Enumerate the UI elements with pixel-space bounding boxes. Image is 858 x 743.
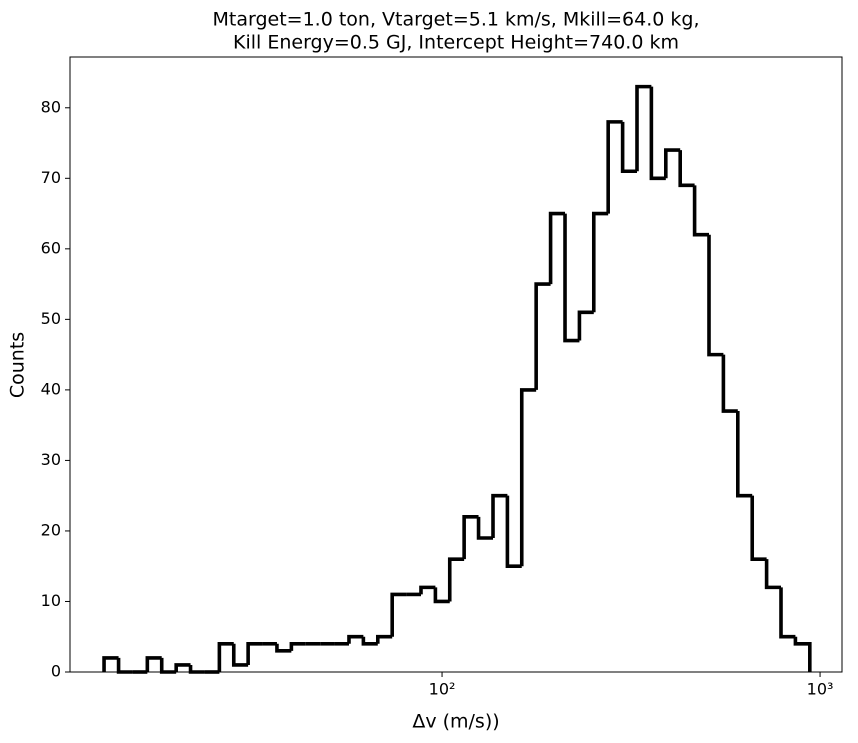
- y-tick-label: 80: [41, 97, 61, 116]
- histogram-step: [534, 282, 551, 390]
- histogram-step: [102, 656, 119, 672]
- histogram-step: [692, 185, 709, 237]
- chart-title: Mtarget=1.0 ton, Vtarget=5.1 km/s, Mkill…: [213, 9, 700, 31]
- histogram-step: [577, 310, 594, 341]
- x-tick-label: 10³: [807, 680, 834, 699]
- histogram-step: [491, 493, 508, 538]
- chart-title: Kill Energy=0.5 GJ, Intercept Height=740…: [233, 32, 679, 54]
- histogram-step: [159, 657, 177, 674]
- y-tick-label: 10: [41, 591, 61, 610]
- histogram-step: [664, 148, 681, 179]
- y-tick-label: 0: [51, 662, 61, 681]
- histogram-step: [476, 516, 494, 540]
- y-tick-label: 60: [41, 238, 61, 257]
- histogram-step: [116, 657, 133, 674]
- histogram-step: [678, 150, 695, 188]
- histogram-step: [174, 663, 191, 672]
- histogram-step: [591, 211, 609, 313]
- histogram-step: [764, 559, 782, 590]
- y-tick-label: 30: [41, 450, 61, 469]
- histogram-step: [721, 354, 738, 413]
- histogram-step: [620, 121, 638, 174]
- histogram-step: [289, 641, 306, 651]
- y-tick-label: 50: [41, 309, 61, 328]
- y-axis-label: Counts: [7, 332, 29, 398]
- histogram-step: [505, 495, 522, 569]
- histogram-step: [606, 120, 623, 214]
- histogram-step: [707, 234, 724, 357]
- x-tick-label: 10²: [429, 680, 456, 699]
- y-tick-label: 20: [41, 520, 61, 539]
- histogram-step: [145, 656, 162, 672]
- histogram-step: [375, 634, 393, 644]
- y-tick-label: 40: [41, 379, 61, 398]
- histogram-step: [361, 636, 378, 646]
- histogram-step: [793, 636, 812, 672]
- histogram-step: [779, 587, 796, 639]
- histogram-step: [649, 86, 666, 181]
- histogram-step: [447, 557, 465, 602]
- histogram-step: [736, 411, 753, 498]
- histogram-step: [246, 641, 263, 665]
- histogram-step: [433, 587, 450, 604]
- histogram-step: [188, 664, 205, 674]
- histogram-step: [231, 643, 249, 667]
- histogram-step: [419, 585, 436, 595]
- histogram-step: [519, 388, 537, 567]
- histogram-step: [275, 643, 292, 653]
- plot-frame: [69, 56, 843, 673]
- histogram-step: [563, 213, 580, 343]
- x-axis-label: Δv (m/s)): [412, 711, 499, 733]
- histogram-step: [462, 515, 479, 560]
- histogram-step: [390, 592, 407, 637]
- histogram-step: [750, 495, 767, 561]
- y-tick-label: 70: [41, 168, 61, 187]
- histogram-step: [217, 641, 234, 672]
- histogram-step: [635, 84, 652, 172]
- histogram-step: [548, 211, 566, 285]
- histogram-step: [347, 634, 364, 644]
